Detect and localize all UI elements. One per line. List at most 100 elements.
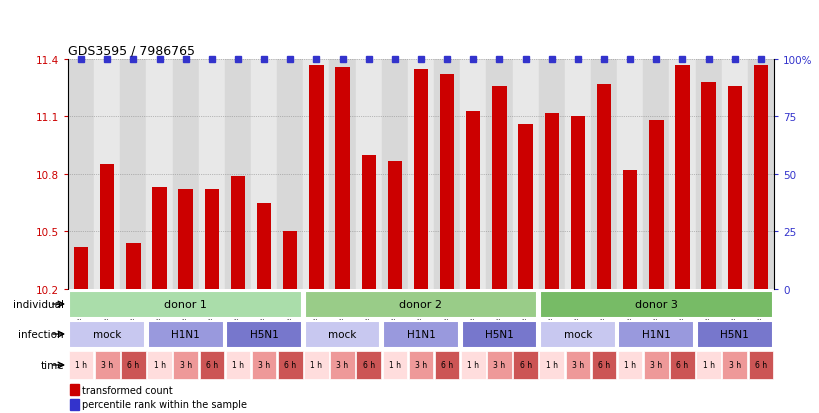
- Bar: [565, 351, 590, 380]
- Text: 6 h: 6 h: [597, 361, 609, 370]
- Bar: [649, 121, 663, 289]
- Text: H5N1: H5N1: [250, 329, 278, 339]
- Text: transformed count: transformed count: [82, 385, 173, 395]
- Bar: [675, 66, 689, 289]
- Bar: [251, 60, 277, 289]
- Bar: [748, 351, 772, 380]
- Bar: [643, 351, 667, 380]
- Bar: [179, 190, 192, 289]
- Bar: [721, 60, 747, 289]
- Text: mock: mock: [563, 329, 591, 339]
- Bar: [414, 69, 428, 289]
- Text: 3 h: 3 h: [649, 361, 662, 370]
- Text: H1N1: H1N1: [641, 329, 670, 339]
- Text: 6 h: 6 h: [754, 361, 766, 370]
- Bar: [251, 351, 276, 380]
- Bar: [147, 60, 172, 289]
- Text: percentile rank within the sample: percentile rank within the sample: [82, 399, 247, 409]
- Text: GDS3595 / 7986765: GDS3595 / 7986765: [68, 44, 195, 57]
- Bar: [407, 60, 433, 289]
- Bar: [147, 351, 172, 380]
- Bar: [617, 60, 642, 289]
- Text: 6 h: 6 h: [519, 361, 531, 370]
- Bar: [70, 321, 145, 348]
- Bar: [465, 112, 480, 289]
- Bar: [68, 60, 94, 289]
- Bar: [198, 60, 224, 289]
- Text: donor 2: donor 2: [399, 299, 442, 309]
- Text: 3 h: 3 h: [179, 361, 192, 370]
- Bar: [512, 60, 538, 289]
- Bar: [747, 60, 773, 289]
- Bar: [570, 117, 585, 289]
- Bar: [669, 351, 694, 380]
- Bar: [205, 190, 219, 289]
- Bar: [513, 351, 537, 380]
- Bar: [387, 161, 401, 289]
- Bar: [100, 165, 115, 289]
- Text: H1N1: H1N1: [406, 329, 435, 339]
- Bar: [70, 399, 79, 410]
- Bar: [491, 87, 506, 289]
- Bar: [304, 351, 328, 380]
- Text: 6 h: 6 h: [362, 361, 374, 370]
- Bar: [722, 351, 746, 380]
- Bar: [355, 60, 382, 289]
- Bar: [382, 351, 407, 380]
- Text: 3 h: 3 h: [571, 361, 583, 370]
- Bar: [408, 351, 432, 380]
- Text: 1 h: 1 h: [75, 361, 87, 370]
- Text: 6 h: 6 h: [284, 361, 296, 370]
- Text: 1 h: 1 h: [153, 361, 165, 370]
- Bar: [564, 60, 590, 289]
- Bar: [618, 321, 694, 348]
- Text: 6 h: 6 h: [127, 361, 139, 370]
- Text: 3 h: 3 h: [493, 361, 505, 370]
- Bar: [460, 351, 485, 380]
- Text: 6 h: 6 h: [441, 361, 453, 370]
- Text: donor 1: donor 1: [164, 299, 207, 309]
- Bar: [335, 67, 350, 289]
- Bar: [70, 384, 79, 395]
- Text: H1N1: H1N1: [171, 329, 200, 339]
- Bar: [540, 291, 771, 318]
- Text: 1 h: 1 h: [467, 361, 479, 370]
- Bar: [230, 176, 245, 289]
- Bar: [642, 60, 668, 289]
- Text: 1 h: 1 h: [702, 361, 713, 370]
- Bar: [173, 351, 197, 380]
- Text: 1 h: 1 h: [623, 361, 636, 370]
- Bar: [70, 291, 301, 318]
- Bar: [434, 351, 459, 380]
- Text: individual: individual: [13, 299, 64, 309]
- Bar: [486, 351, 511, 380]
- Text: 3 h: 3 h: [414, 361, 427, 370]
- Bar: [152, 188, 166, 289]
- Bar: [283, 232, 297, 289]
- Bar: [590, 60, 617, 289]
- Bar: [486, 60, 512, 289]
- Bar: [540, 321, 615, 348]
- Bar: [361, 155, 375, 289]
- Bar: [382, 321, 459, 348]
- Bar: [695, 351, 720, 380]
- Bar: [95, 351, 120, 380]
- Bar: [382, 60, 407, 289]
- Text: 1 h: 1 h: [232, 361, 244, 370]
- Text: 1 h: 1 h: [310, 361, 322, 370]
- Bar: [309, 66, 324, 289]
- Bar: [518, 125, 532, 289]
- Bar: [668, 60, 695, 289]
- Bar: [69, 351, 93, 380]
- Text: infection: infection: [18, 329, 64, 339]
- Text: mock: mock: [328, 329, 356, 339]
- Bar: [199, 351, 224, 380]
- Bar: [74, 247, 88, 289]
- Bar: [278, 351, 302, 380]
- Bar: [544, 114, 559, 289]
- Bar: [591, 351, 616, 380]
- Bar: [305, 291, 536, 318]
- Bar: [440, 75, 454, 289]
- Text: 6 h: 6 h: [206, 361, 218, 370]
- Bar: [538, 60, 564, 289]
